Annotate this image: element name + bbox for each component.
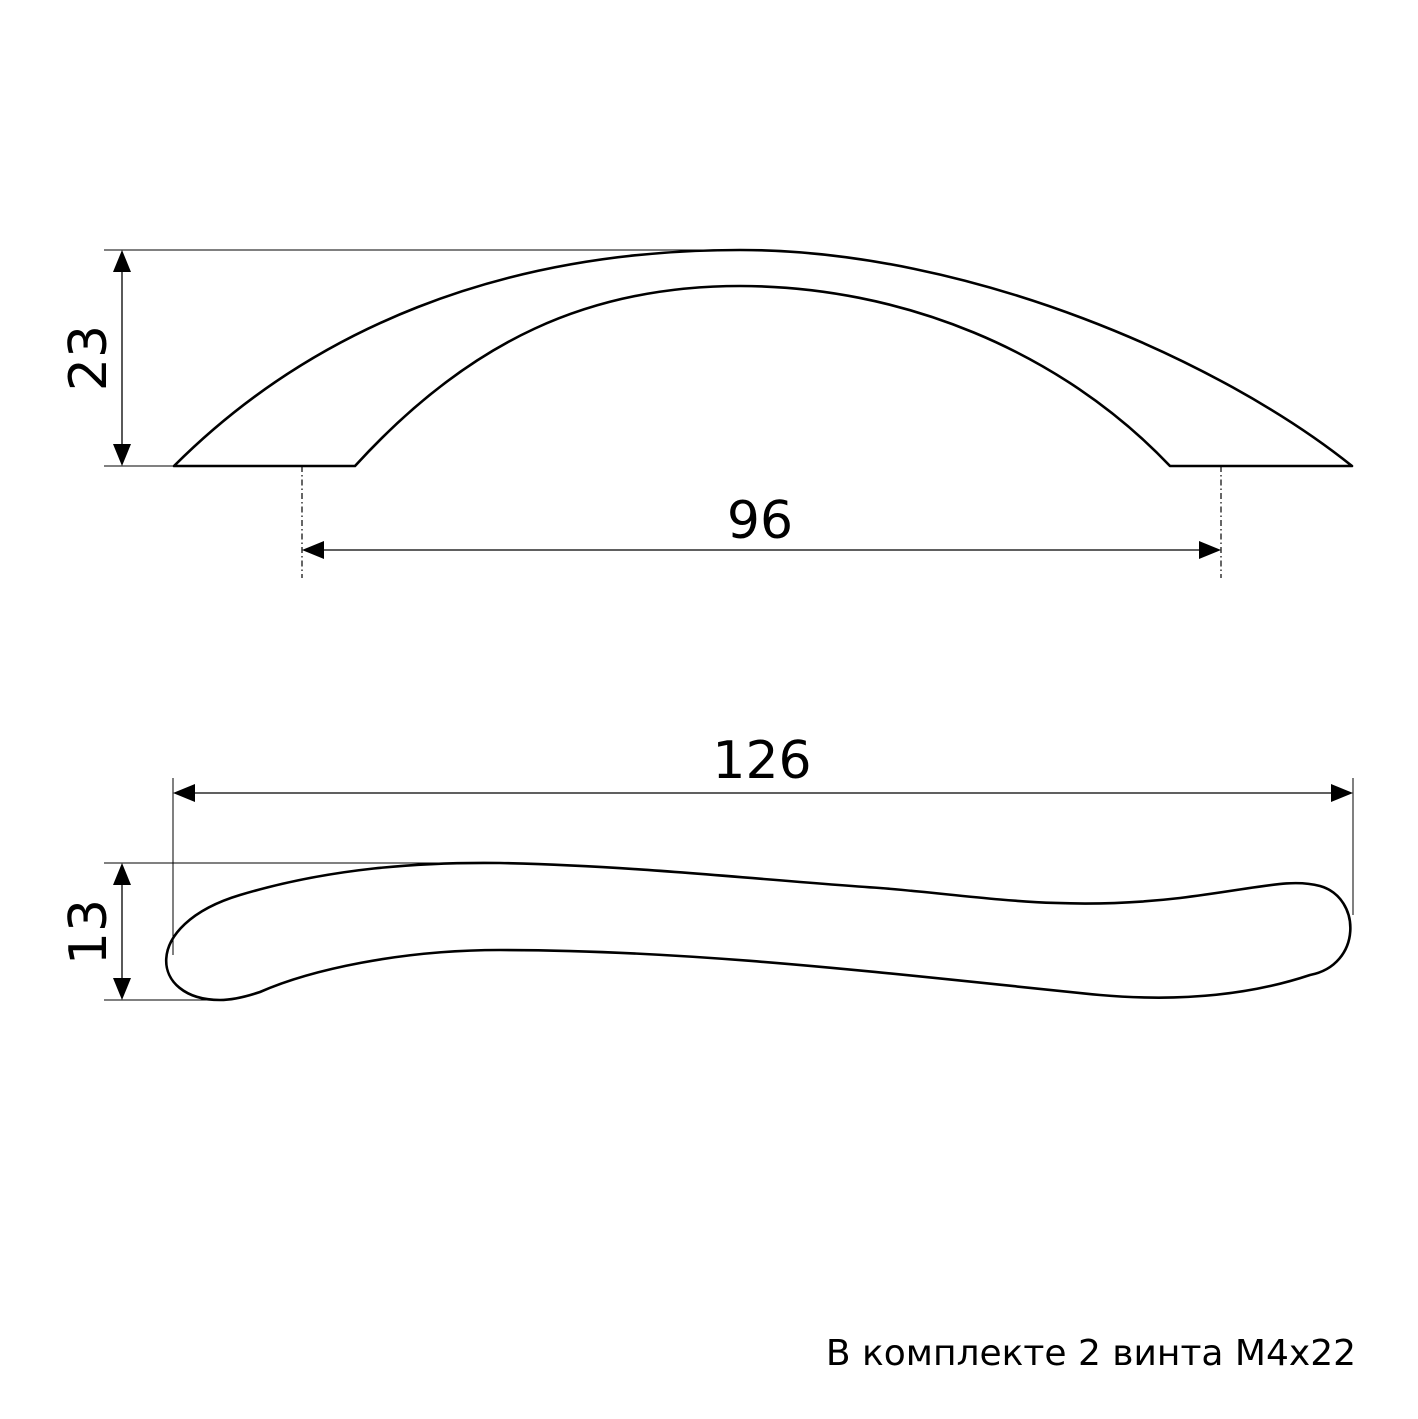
side-height-arrow-bottom (113, 978, 131, 1000)
length-dimension-label: 126 (712, 731, 811, 791)
handle-side-outline (164, 861, 1352, 1002)
top-view: 23 96 (59, 248, 1354, 578)
length-arrow-right (1331, 784, 1353, 802)
screws-note: В комплекте 2 винта М4х22 (825, 1333, 1356, 1374)
side-view: 126 13 (59, 731, 1354, 1002)
height-dimension-label: 23 (59, 325, 119, 391)
height-arrow-top (113, 250, 131, 272)
spacing-arrow-left (302, 541, 324, 559)
spacing-dimension-label: 96 (727, 491, 793, 551)
length-arrow-left (173, 784, 195, 802)
side-height-arrow-top (113, 863, 131, 885)
height-arrow-bottom (113, 444, 131, 466)
handle-arch-outline (172, 248, 1354, 468)
spacing-arrow-right (1199, 541, 1221, 559)
side-height-dimension-label: 13 (59, 899, 119, 965)
